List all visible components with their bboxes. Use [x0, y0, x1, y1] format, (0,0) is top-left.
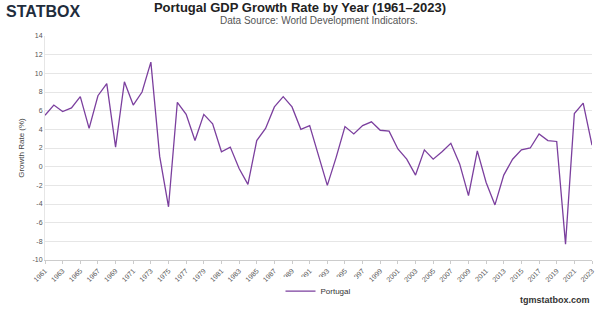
svg-text:-4: -4 [36, 200, 42, 207]
svg-text:2007: 2007 [438, 267, 454, 283]
svg-text:1999: 1999 [367, 267, 383, 283]
svg-text:-2: -2 [36, 182, 42, 189]
svg-text:10: 10 [35, 70, 43, 77]
svg-text:2005: 2005 [420, 267, 436, 283]
svg-text:2003: 2003 [403, 267, 419, 283]
svg-text:1975: 1975 [156, 267, 172, 283]
svg-text:1967: 1967 [85, 267, 101, 283]
svg-text:1991: 1991 [296, 267, 313, 284]
svg-text:1985: 1985 [244, 267, 260, 283]
svg-text:tgmstatbox.com: tgmstatbox.com [520, 295, 590, 305]
svg-text:1963: 1963 [50, 267, 66, 283]
svg-text:1981: 1981 [209, 267, 225, 283]
svg-text:1989: 1989 [279, 267, 296, 284]
svg-text:1983: 1983 [226, 267, 242, 283]
svg-text:6: 6 [39, 107, 43, 114]
svg-text:12: 12 [35, 51, 43, 58]
svg-text:1979: 1979 [191, 267, 207, 283]
svg-text:1995: 1995 [332, 267, 349, 284]
svg-text:1961: 1961 [32, 267, 48, 283]
svg-text:1997: 1997 [349, 267, 366, 284]
svg-text:Growth Rate (%): Growth Rate (%) [17, 118, 26, 178]
svg-text:-6: -6 [36, 219, 42, 226]
svg-text:Portugal: Portugal [321, 287, 351, 296]
svg-text:1987: 1987 [262, 267, 278, 283]
svg-text:2019: 2019 [544, 267, 560, 283]
svg-text:14: 14 [35, 32, 43, 39]
svg-text:-10: -10 [32, 256, 42, 263]
svg-text:2011: 2011 [474, 267, 490, 283]
svg-text:4: 4 [39, 126, 43, 133]
svg-text:2009: 2009 [456, 267, 472, 283]
svg-text:2013: 2013 [491, 267, 507, 283]
svg-text:2021: 2021 [562, 267, 578, 283]
svg-text:1993: 1993 [314, 267, 331, 284]
svg-text:2023: 2023 [579, 267, 595, 283]
svg-text:1973: 1973 [138, 267, 154, 283]
svg-text:STATBOX: STATBOX [6, 3, 80, 20]
svg-text:-8: -8 [36, 238, 42, 245]
svg-text:1969: 1969 [103, 267, 119, 283]
svg-text:Data Source: World Development: Data Source: World Development Indicator… [220, 15, 418, 26]
svg-text:1965: 1965 [68, 267, 84, 283]
svg-text:Portugal GDP Growth Rate by Ye: Portugal GDP Growth Rate by Year (1961–2… [154, 0, 446, 15]
svg-text:2001: 2001 [385, 267, 401, 283]
svg-text:2: 2 [39, 144, 43, 151]
svg-text:0: 0 [39, 163, 43, 170]
svg-text:1977: 1977 [173, 267, 189, 283]
svg-text:1971: 1971 [120, 267, 136, 283]
svg-text:8: 8 [39, 88, 43, 95]
svg-text:2017: 2017 [526, 267, 542, 283]
svg-text:2015: 2015 [509, 267, 525, 283]
